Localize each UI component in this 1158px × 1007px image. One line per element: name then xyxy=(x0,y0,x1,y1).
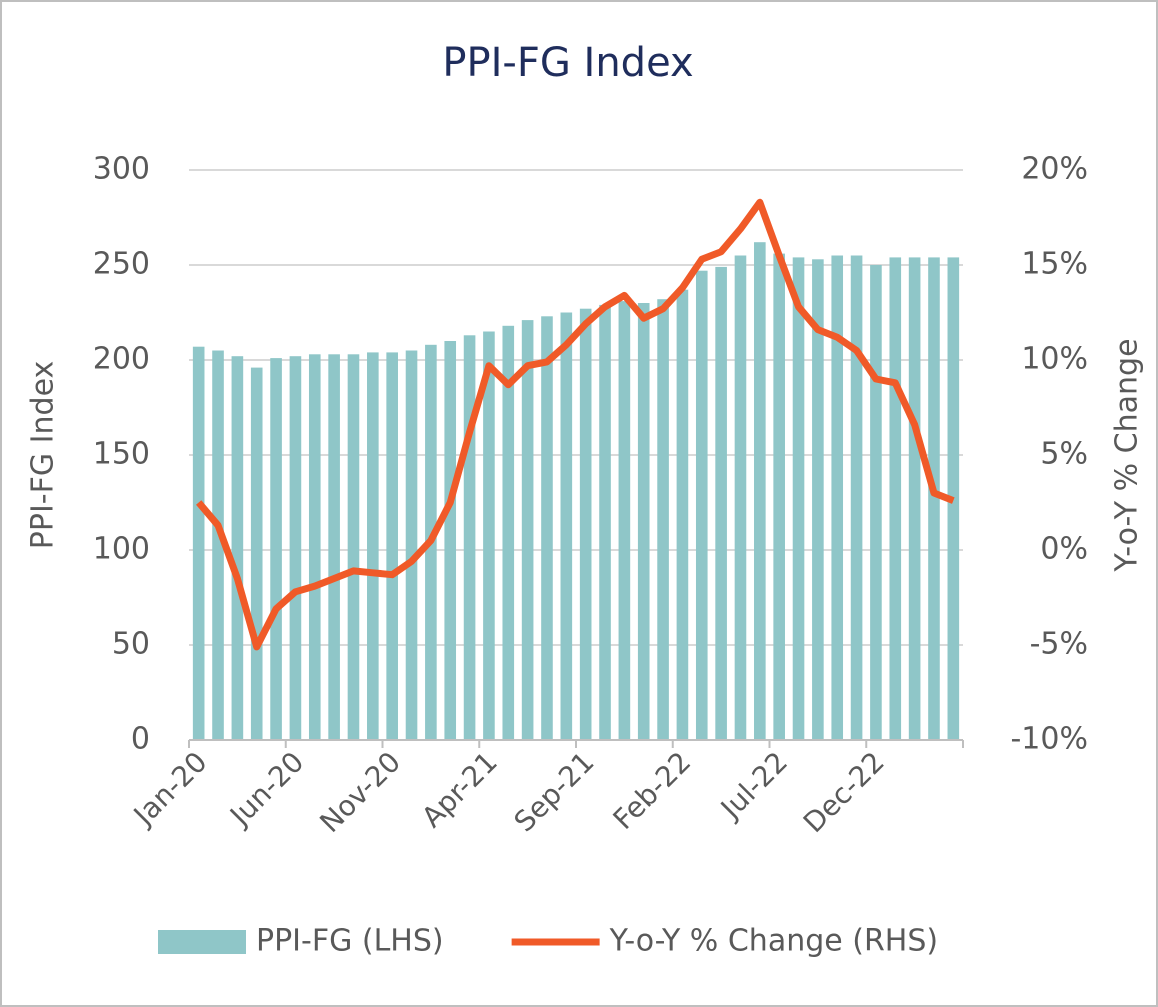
bar xyxy=(579,308,592,740)
bar xyxy=(212,350,224,740)
bar xyxy=(618,301,631,740)
legend-label: Y-o-Y % Change (RHS) xyxy=(609,924,938,959)
bar xyxy=(405,350,418,740)
bar xyxy=(657,299,669,740)
bar xyxy=(521,320,534,740)
bar xyxy=(502,325,515,740)
y2-tick-label: -10% xyxy=(1010,722,1088,757)
bar xyxy=(270,358,282,740)
y2-tick-label: 0% xyxy=(1040,532,1088,567)
y2-tick-label: -5% xyxy=(1030,627,1088,662)
bar xyxy=(250,367,263,740)
bar xyxy=(386,352,398,740)
y-tick-label: 200 xyxy=(93,342,150,377)
bar xyxy=(812,259,824,740)
bar xyxy=(328,354,340,740)
y-tick-label: 250 xyxy=(93,247,150,282)
bar xyxy=(192,346,205,740)
bar xyxy=(599,304,611,740)
bar xyxy=(870,265,882,740)
bar xyxy=(367,352,379,740)
bar xyxy=(444,341,457,740)
bar xyxy=(308,354,321,740)
y2-tick-label: 20% xyxy=(1021,152,1088,187)
y2-tick-label: 10% xyxy=(1021,342,1088,377)
y-tick-label: 0 xyxy=(131,722,150,757)
bar xyxy=(754,242,766,740)
y-tick-label: 50 xyxy=(112,627,150,662)
bar xyxy=(231,356,244,740)
chart-title: PPI-FG Index xyxy=(442,40,693,86)
y-axis-title: PPI-FG Index xyxy=(26,361,61,549)
bar xyxy=(560,312,573,740)
bar xyxy=(347,354,360,740)
y-tick-label: 150 xyxy=(93,437,150,472)
bar xyxy=(676,289,689,740)
line xyxy=(196,198,955,651)
bar xyxy=(483,331,495,740)
bar xyxy=(734,255,747,740)
bar xyxy=(928,257,940,740)
bar xyxy=(831,255,844,740)
bar xyxy=(541,316,553,740)
legend-label: PPI-FG (LHS) xyxy=(256,924,444,959)
bar xyxy=(792,257,805,740)
bar xyxy=(715,266,727,740)
legend-swatch xyxy=(158,930,246,954)
bar xyxy=(289,356,302,740)
bar xyxy=(695,270,708,740)
y2-tick-label: 5% xyxy=(1040,437,1088,472)
bar xyxy=(889,257,902,740)
bar xyxy=(850,255,863,740)
bar xyxy=(908,257,921,740)
y2-axis-title: Y-o-Y % Change xyxy=(1110,338,1145,572)
y-tick-label: 300 xyxy=(93,152,150,187)
bar xyxy=(463,335,476,740)
y-tick-label: 100 xyxy=(93,532,150,567)
bar xyxy=(773,253,785,740)
y2-tick-label: 15% xyxy=(1021,247,1088,282)
bar xyxy=(637,303,650,740)
